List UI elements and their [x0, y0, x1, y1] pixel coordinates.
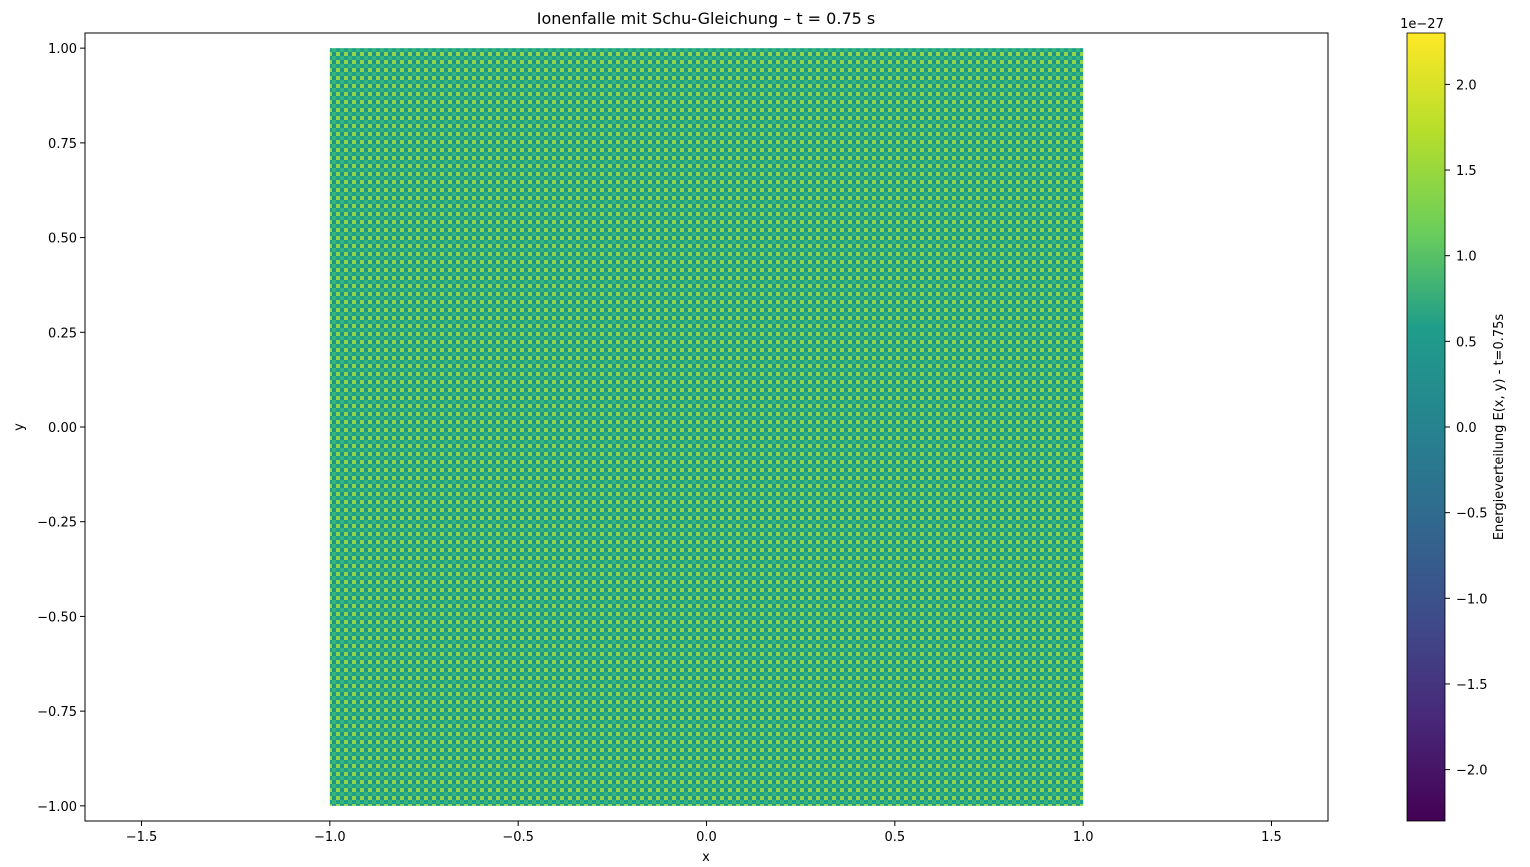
y-tick-label: 0.00 — [48, 421, 77, 436]
x-tick-label: 1.5 — [1261, 830, 1282, 845]
y-tick-label: −0.25 — [37, 516, 77, 531]
colorbar-ramp — [1406, 32, 1446, 822]
x-tick-label: 0.0 — [696, 830, 717, 845]
x-axis-ticks: −1.5 −1.0 −0.5 0.0 0.5 1.0 1.5 — [126, 821, 1282, 845]
colorbar-tick-label: 0.0 — [1456, 421, 1477, 436]
heatmap-cells — [329, 48, 1084, 806]
y-tick-label: 0.25 — [48, 326, 77, 341]
y-tick-label: −0.50 — [37, 610, 77, 625]
y-tick-label: 1.00 — [48, 42, 77, 57]
x-tick-label: 1.0 — [1073, 830, 1094, 845]
colorbar-tick-label: 0.5 — [1456, 335, 1477, 350]
y-axis-ticks: 1.00 0.75 0.50 0.25 0.00 −0.25 −0.50 −0.75 −1.00 — [37, 42, 85, 815]
colorbar-label: Energieverteilung E(x, y) - t=0.75s — [1492, 314, 1507, 541]
x-tick-label: −1.5 — [126, 830, 158, 845]
colorbar-tick-label: 1.0 — [1456, 250, 1477, 265]
colorbar-tick-label: −2.0 — [1456, 764, 1488, 779]
x-axis-label: x — [702, 850, 710, 865]
colorbar-tick-label: −1.5 — [1456, 678, 1488, 693]
colorbar-tick-label: 1.5 — [1456, 164, 1477, 179]
y-tick-label: −0.75 — [37, 705, 77, 720]
colorbar-ticks: 2.0 1.5 1.0 0.5 0.0 −0.5 −1.0 −1.5 −2.0 — [1445, 78, 1488, 779]
x-tick-label: −1.0 — [314, 830, 346, 845]
x-tick-label: 0.5 — [884, 830, 905, 845]
colorbar-scale-text: 1e−27 — [1400, 17, 1444, 32]
colorbar: 2.0 1.5 1.0 0.5 0.0 −0.5 −1.0 −1.5 −2.0 1e−27 En… — [1400, 17, 1507, 822]
chart-title: Ionenfalle mit Schu-Gleichung – t = 0.75… — [537, 9, 875, 28]
y-tick-label: 0.75 — [48, 137, 77, 152]
y-tick-label: 0.50 — [48, 232, 77, 247]
y-axis-label: y — [12, 423, 27, 431]
colorbar-tick-label: −0.5 — [1456, 507, 1488, 522]
x-tick-label: −0.5 — [502, 830, 534, 845]
plot-area: −1.5 −1.0 −0.5 0.0 0.5 1.0 1.5 1.00 0.75 0.50 0.2… — [37, 32, 1329, 845]
y-tick-label: −1.00 — [37, 800, 77, 815]
colorbar-tick-label: 2.0 — [1456, 78, 1477, 93]
colorbar-tick-label: −1.0 — [1456, 592, 1488, 607]
